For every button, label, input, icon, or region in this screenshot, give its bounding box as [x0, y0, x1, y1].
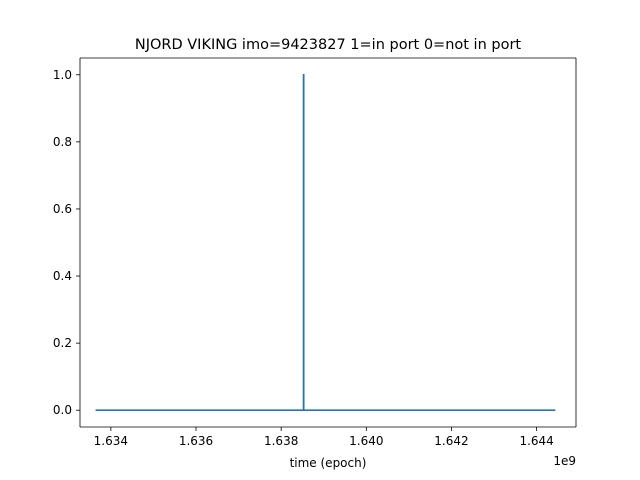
y-tick-label: 0.2: [53, 336, 72, 350]
series-layer: [95, 73, 556, 412]
y-tick-label: 1.0: [53, 68, 72, 82]
y-axis-ticks: 0.0 0.2 0.4 0.6 0.8 1.0: [53, 68, 80, 417]
x-tick-label: 1.638: [264, 434, 298, 448]
x-axis-ticks: 1.634 1.636 1.638 1.640 1.642 1.644: [94, 427, 554, 448]
y-tick-label: 0.8: [53, 135, 72, 149]
x-tick-label: 1.642: [434, 434, 468, 448]
plot-area: 1.634 1.636 1.638 1.640 1.642 1.644 0.0 0.2 0.4…: [53, 57, 577, 448]
chart-title: NJORD VIKING imo=9423827 1=in port 0=not…: [135, 37, 522, 53]
y-tick-label: 0.0: [53, 403, 72, 417]
x-tick-label: 1.634: [94, 434, 128, 448]
x-tick-label: 1.644: [519, 434, 553, 448]
series-line-0: [95, 73, 556, 412]
axes-spines: [79, 57, 577, 428]
x-axis-offset-label: 1e9: [553, 454, 576, 468]
plot-frame: [80, 58, 576, 427]
x-tick-label: 1.640: [349, 434, 383, 448]
y-tick-label: 0.6: [53, 202, 72, 216]
y-tick-label: 0.4: [53, 269, 72, 283]
x-axis-label: time (epoch): [290, 456, 367, 470]
x-tick-label: 1.636: [179, 434, 213, 448]
